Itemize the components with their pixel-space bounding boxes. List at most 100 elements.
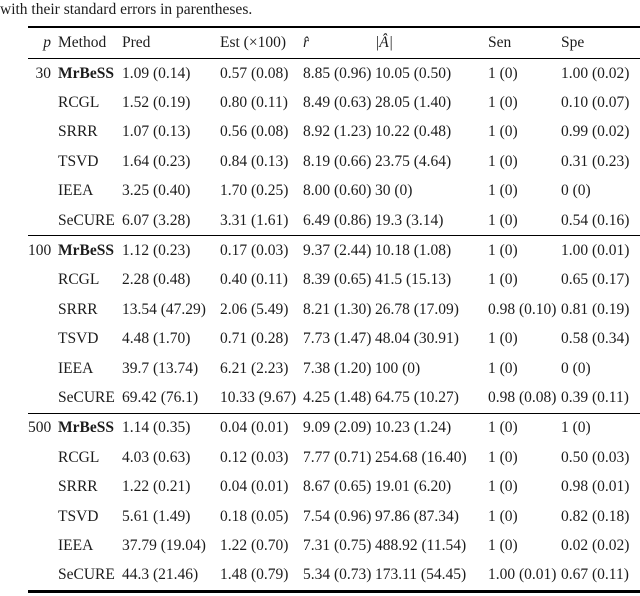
ahat-cell: 97.86 (87.34)	[375, 507, 459, 525]
p-group-label	[28, 295, 54, 324]
spe-cell: 0 (0)	[561, 182, 591, 200]
table-row: 500 MrBeSS 1.14 (0.35) 0.04 (0.01) 9.09 …	[28, 412, 640, 444]
rhat-cell: 8.49 (0.63)	[303, 94, 372, 112]
ahat-cell: 26.78 (17.09)	[375, 300, 459, 318]
ahat-cell: 173.11 (54.45)	[375, 566, 467, 584]
sen-cell: 1 (0)	[488, 64, 518, 82]
p-group-label	[28, 206, 54, 236]
rhat-cell: 7.54 (0.96)	[303, 507, 372, 525]
ahat-cell: 41.5 (15.13)	[375, 271, 452, 289]
sen-cell: 1 (0)	[488, 152, 518, 170]
ahat-cell: 30 (0)	[375, 182, 413, 200]
ahat-cell: 23.75 (4.64)	[375, 152, 452, 170]
method-cell: IEEA	[58, 359, 94, 377]
spe-cell: 1.00 (0.01)	[556, 235, 640, 266]
method-cell: SeCURE	[58, 211, 115, 229]
p-group-label	[28, 266, 54, 295]
p-group-label	[28, 383, 54, 413]
p-group-label	[28, 531, 54, 560]
sen-cell: 1.00 (0.01)	[488, 566, 557, 584]
table-row: SeCURE 6.07 (3.28) 3.31 (1.61) 6.49 (0.8…	[28, 206, 640, 236]
header-p: p	[28, 27, 54, 59]
ahat-cell: 19.3 (3.14)	[375, 211, 444, 229]
rhat-cell: 9.09 (2.09)	[301, 412, 371, 444]
sen-cell: 1 (0)	[483, 235, 556, 266]
table-row: IEEA 39.7 (13.74) 6.21 (2.23) 7.38 (1.20…	[28, 354, 640, 383]
method-cell: SRRR	[58, 300, 98, 318]
method-cell: IEEA	[58, 536, 94, 554]
est-cell: 0.17 (0.03)	[218, 235, 301, 266]
pred-cell: 1.22 (0.21)	[122, 478, 191, 496]
method-cell: SeCURE	[58, 566, 115, 584]
pred-cell: 6.07 (3.28)	[122, 211, 191, 229]
method-cell: RCGL	[58, 94, 100, 112]
rhat-cell: 6.49 (0.86)	[303, 211, 372, 229]
table-row: 100 MrBeSS 1.12 (0.23) 0.17 (0.03) 9.37 …	[28, 235, 640, 266]
method-cell: SeCURE	[58, 388, 115, 406]
ahat-cell: 10.23 (1.24)	[371, 412, 483, 444]
spe-cell: 1.00 (0.02)	[561, 64, 630, 82]
ahat-cell: 254.68 (16.40)	[375, 448, 467, 466]
ahat-cell: 10.18 (1.08)	[371, 235, 483, 266]
table-caption: with their standard errors in parenthese…	[0, 1, 253, 18]
sen-cell: 1 (0)	[488, 182, 518, 200]
spe-cell: 0.54 (0.16)	[561, 211, 630, 229]
est-cell: 2.06 (5.49)	[220, 300, 289, 318]
header-est: Est (×100)	[218, 27, 301, 59]
method-cell: SRRR	[58, 478, 98, 496]
pred-cell: 1.09 (0.14)	[122, 64, 191, 82]
rhat-cell: 8.92 (1.23)	[303, 123, 372, 141]
p-group-label	[28, 147, 54, 176]
simulation-results-table: p Method Pred Est (×100) r̂ |Â| Sen Spe …	[28, 26, 640, 594]
table-row: RCGL 2.28 (0.48) 0.40 (0.11) 8.39 (0.65)…	[28, 266, 640, 295]
spe-cell: 0.82 (0.18)	[561, 507, 630, 525]
p-group-label	[28, 472, 54, 501]
sen-cell: 1 (0)	[488, 536, 518, 554]
p-group-label: 30	[35, 64, 52, 82]
method-cell: TSVD	[58, 507, 99, 525]
spe-cell: 0.10 (0.07)	[561, 94, 630, 112]
sen-cell: 1 (0)	[488, 94, 518, 112]
spe-cell: 0.50 (0.03)	[561, 448, 630, 466]
method-cell: TSVD	[58, 330, 99, 348]
p-group-label	[28, 177, 54, 206]
sen-cell: 1 (0)	[488, 211, 518, 229]
rhat-cell: 8.39 (0.65)	[303, 271, 372, 289]
table-row: 30 MrBeSS 1.09 (0.14) 0.57 (0.08) 8.85 (…	[28, 59, 640, 89]
est-cell: 0.04 (0.01)	[220, 478, 289, 496]
spe-cell: 0.39 (0.11)	[561, 388, 629, 406]
p-group-label: 100	[28, 235, 54, 266]
sen-cell: 1 (0)	[488, 271, 518, 289]
method-cell: SRRR	[58, 123, 98, 141]
sen-cell: 1 (0)	[483, 412, 556, 444]
pred-cell: 69.42 (76.1)	[122, 388, 199, 406]
est-cell: 10.33 (9.67)	[220, 388, 297, 406]
est-cell: 0.04 (0.01)	[218, 412, 301, 444]
pred-cell: 1.52 (0.19)	[122, 94, 191, 112]
ahat-cell: 19.01 (6.20)	[375, 478, 452, 496]
est-cell: 1.48 (0.79)	[220, 566, 289, 584]
table-row: TSVD 1.64 (0.23) 0.84 (0.13) 8.19 (0.66)…	[28, 147, 640, 176]
ahat-cell: 488.92 (11.54)	[375, 536, 467, 554]
spe-cell: 1 (0)	[556, 412, 640, 444]
table-row: TSVD 4.48 (1.70) 0.71 (0.28) 7.73 (1.47)…	[28, 325, 640, 354]
spe-cell: 0 (0)	[561, 359, 591, 377]
pred-cell: 1.14 (0.35)	[120, 412, 218, 444]
header-rhat: r̂	[301, 27, 371, 59]
est-cell: 0.12 (0.03)	[220, 448, 289, 466]
spe-cell: 0.02 (0.02)	[561, 536, 630, 554]
sen-cell: 0.98 (0.10)	[488, 300, 557, 318]
method-cell: RCGL	[58, 448, 100, 466]
spe-cell: 0.99 (0.02)	[561, 123, 630, 141]
spe-cell: 0.98 (0.01)	[561, 478, 630, 496]
pred-cell: 13.54 (47.29)	[122, 300, 206, 318]
table-row: TSVD 5.61 (1.49) 0.18 (0.05) 7.54 (0.96)…	[28, 502, 640, 531]
rhat-cell: 9.37 (2.44)	[301, 235, 371, 266]
method-cell: MrBeSS	[54, 412, 120, 444]
est-cell: 0.71 (0.28)	[220, 330, 289, 348]
p-group-label	[28, 443, 54, 472]
method-cell: IEEA	[58, 182, 94, 200]
sen-cell: 1 (0)	[488, 507, 518, 525]
sen-cell: 0.98 (0.08)	[488, 388, 557, 406]
est-cell: 6.21 (2.23)	[220, 359, 289, 377]
